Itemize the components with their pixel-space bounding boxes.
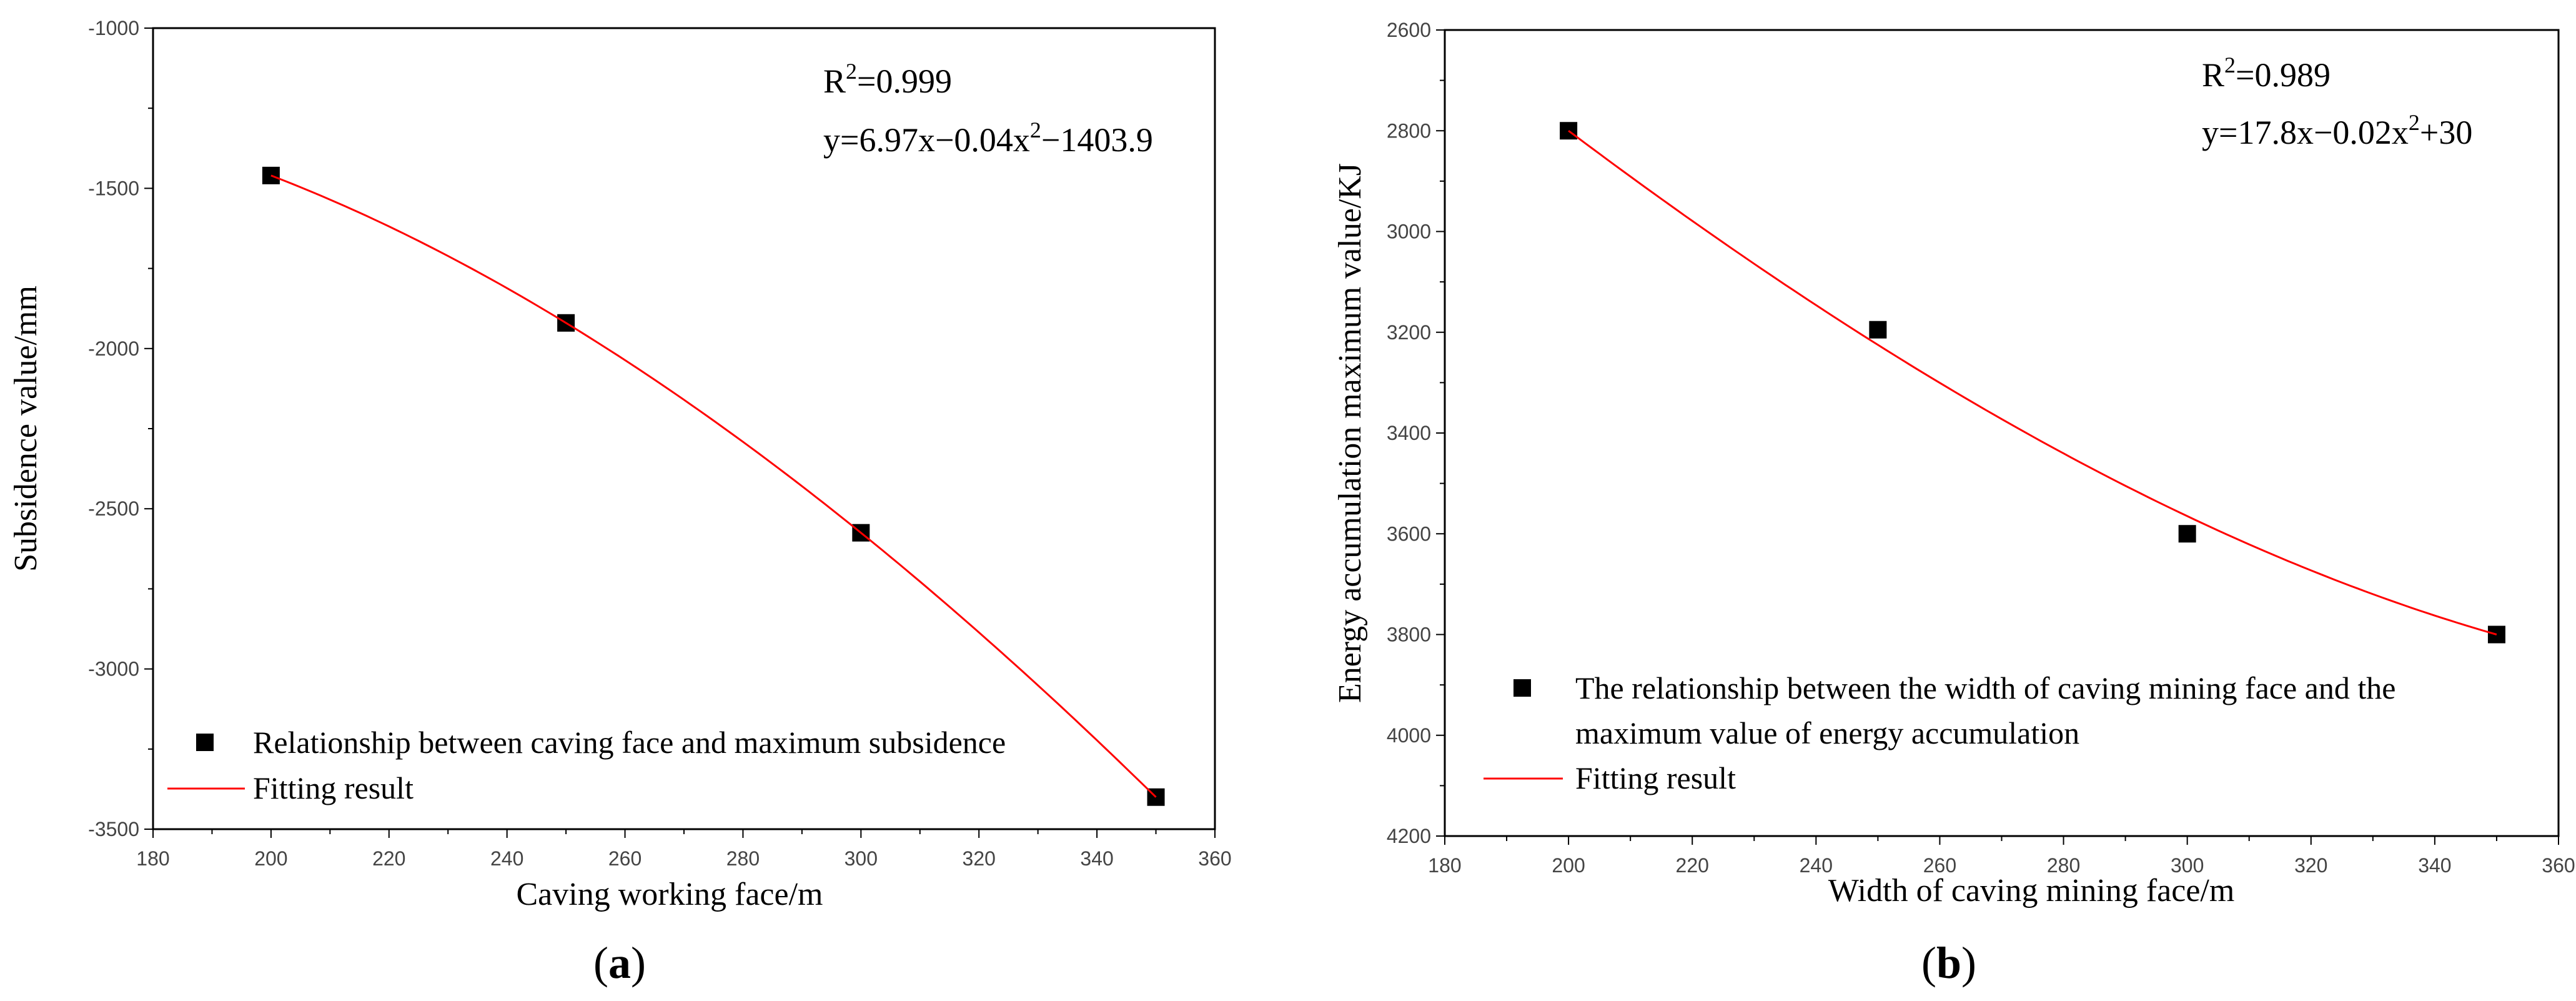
y-tick-label: -1500 bbox=[88, 177, 139, 199]
y-axis-title: Subsidence value/mm bbox=[8, 286, 44, 572]
legend: The relationship between the width of ca… bbox=[1484, 670, 2395, 795]
equation-part: y=6.97x−0.04x bbox=[823, 121, 1030, 159]
y-tick-label: -3000 bbox=[88, 658, 139, 680]
x-tick-label: 320 bbox=[963, 847, 996, 870]
legend-scatter-marker bbox=[1513, 679, 1531, 697]
x-tick-label: 280 bbox=[726, 847, 760, 870]
legend-scatter-label: The relationship between the width of ca… bbox=[1575, 670, 2395, 705]
x-tick-label: 200 bbox=[1552, 854, 1585, 877]
x-axis: 180 200 220 240 260 280 300 320 340 360 bbox=[1428, 836, 2575, 877]
r-squared-symbol: R bbox=[823, 62, 846, 100]
y-tick-label: 3200 bbox=[1387, 321, 1431, 344]
x-tick-label: 240 bbox=[1800, 854, 1833, 877]
panel-label-close: ) bbox=[1961, 938, 1976, 988]
r-squared-value: =0.999 bbox=[857, 62, 952, 100]
x-tick-label: 360 bbox=[1198, 847, 1231, 870]
x-tick-label: 300 bbox=[2171, 854, 2204, 877]
x-tick-label: 340 bbox=[1080, 847, 1113, 870]
fit-curve bbox=[1568, 130, 2497, 635]
r-squared-value: =0.989 bbox=[2236, 56, 2331, 94]
y-tick-label: 3800 bbox=[1387, 624, 1431, 646]
y-tick-label: 3600 bbox=[1387, 522, 1431, 545]
panel-label-open: ( bbox=[593, 938, 608, 988]
scatter-series bbox=[1560, 122, 2505, 644]
data-point bbox=[2487, 625, 2505, 644]
x-axis-title: Caving working face/m bbox=[517, 877, 823, 912]
r-squared-label: R2=0.999 bbox=[823, 59, 952, 100]
y-tick-label: 4000 bbox=[1387, 724, 1431, 747]
y-tick-label: -2000 bbox=[88, 337, 139, 360]
equation-part: −1403.9 bbox=[1041, 121, 1153, 159]
y-axis-title: Energy accumulation maximum value/KJ bbox=[1332, 163, 1368, 703]
x-tick-label: 320 bbox=[2294, 854, 2327, 877]
panel-label-letter: a bbox=[608, 938, 631, 988]
equation-exponent: 2 bbox=[1030, 117, 1041, 142]
x-tick-label: 260 bbox=[1923, 854, 1956, 877]
y-tick-label: 2800 bbox=[1387, 119, 1431, 142]
data-point bbox=[262, 166, 280, 184]
fit-curve bbox=[270, 174, 1157, 798]
data-point bbox=[1869, 321, 1887, 339]
data-point bbox=[2178, 525, 2196, 543]
y-tick-label: -1000 bbox=[88, 17, 139, 39]
chart-panel-b: 180 200 220 240 260 280 300 320 340 360 2600 2800 30… bbox=[1332, 19, 2575, 988]
x-tick-label: 200 bbox=[254, 847, 287, 870]
panel-label-letter: b bbox=[1936, 938, 1961, 988]
x-axis: 180 200 220 240 260 280 300 320 340 360 bbox=[136, 829, 1232, 870]
x-tick-label: 300 bbox=[845, 847, 878, 870]
equation-part: +30 bbox=[2420, 114, 2472, 151]
y-tick-label: 2600 bbox=[1387, 19, 1431, 41]
x-tick-label: 220 bbox=[1676, 854, 1709, 877]
legend-fit-label: Fitting result bbox=[253, 770, 414, 805]
y-axis: 2600 2800 3000 3200 3400 3600 3800 4000 4200 bbox=[1387, 19, 1445, 847]
legend-scatter-label: Relationship between caving face and max… bbox=[253, 725, 1006, 760]
legend-scatter-label: maximum value of energy accumulation bbox=[1575, 715, 2079, 750]
x-tick-label: 360 bbox=[2542, 854, 2575, 877]
panel-label-close: ) bbox=[631, 938, 646, 988]
equation-part: y=17.8x−0.02x bbox=[2202, 114, 2409, 151]
y-axis: -3500 -3000 -2500 -2000 -1500 -1000 bbox=[88, 17, 153, 840]
chart-panel-a: 180 200 220 240 260 280 300 320 340 360 -3500 -3000… bbox=[8, 17, 1232, 988]
r-squared-exponent: 2 bbox=[846, 59, 857, 84]
fit-equation: y=6.97x−0.04x2−1403.9 bbox=[823, 117, 1153, 159]
x-tick-label: 240 bbox=[490, 847, 523, 870]
r-squared-label: R2=0.989 bbox=[2202, 52, 2331, 94]
y-tick-label: -3500 bbox=[88, 818, 139, 840]
x-tick-label: 220 bbox=[372, 847, 405, 870]
y-tick-label: 4200 bbox=[1387, 825, 1431, 847]
x-axis-title: Width of caving mining face/m bbox=[1828, 873, 2235, 909]
panel-label: (b) bbox=[1921, 938, 1976, 988]
y-tick-label: -2500 bbox=[88, 497, 139, 520]
y-tick-label: 3400 bbox=[1387, 422, 1431, 444]
x-tick-label: 260 bbox=[608, 847, 642, 870]
data-point bbox=[1560, 122, 1578, 140]
r-squared-symbol: R bbox=[2202, 56, 2224, 94]
fit-equation: y=17.8x−0.02x2+30 bbox=[2202, 110, 2472, 151]
scatter-series bbox=[262, 166, 1165, 806]
panel-label-open: ( bbox=[1921, 938, 1936, 988]
y-tick-label: 3000 bbox=[1387, 221, 1431, 243]
x-tick-label: 340 bbox=[2418, 854, 2451, 877]
x-tick-label: 280 bbox=[2047, 854, 2080, 877]
r-squared-exponent: 2 bbox=[2224, 52, 2236, 77]
equation-exponent: 2 bbox=[2409, 110, 2420, 135]
legend: Relationship between caving face and max… bbox=[167, 725, 1006, 805]
panel-label: (a) bbox=[593, 938, 646, 988]
x-tick-label: 180 bbox=[136, 847, 169, 870]
legend-scatter-marker bbox=[196, 734, 214, 751]
x-tick-label: 180 bbox=[1428, 854, 1461, 877]
legend-fit-label: Fitting result bbox=[1575, 760, 1736, 795]
